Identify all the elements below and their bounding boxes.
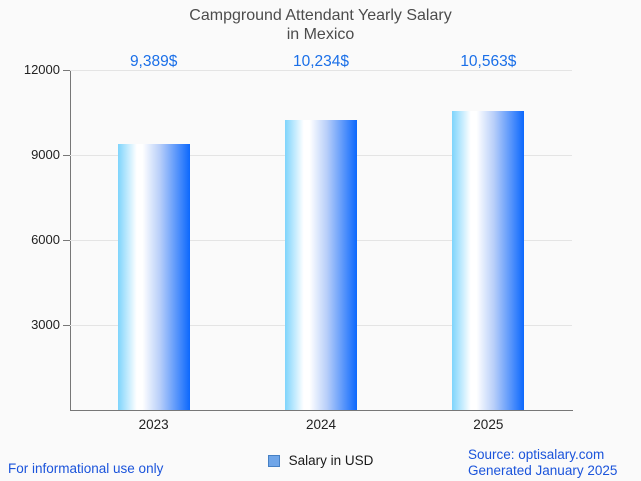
source-block: Source: optisalary.com Generated January… [468,447,617,479]
gridline [70,70,572,71]
y-axis-label: 6000 [31,232,60,247]
chart-title: Campground Attendant Yearly Salary in Me… [0,6,641,44]
bar-2024[interactable] [285,120,357,410]
y-axis-label: 9000 [31,147,60,162]
disclaimer-text: For informational use only [8,461,164,476]
generated-text: Generated January 2025 [468,463,618,478]
bar-2025[interactable] [452,110,525,410]
bar-value-label: 10,563$ [460,53,517,70]
legend: Salary in USD [0,453,641,468]
bar-2023[interactable] [117,143,190,410]
source-link[interactable]: Source: optisalary.com [468,447,605,462]
legend-swatch-icon[interactable] [267,454,280,467]
y-axis-label: 12000 [23,62,60,77]
bar-value-label: 10,234$ [292,53,350,70]
y-axis-label: 3000 [31,317,60,332]
x-axis-label: 2025 [473,417,504,432]
legend-label[interactable]: Salary in USD [288,453,374,468]
x-axis-line [70,410,573,411]
chart-title-line-2: in Mexico [286,26,355,43]
x-axis-label: 2023 [138,417,169,432]
y-axis-tick [63,155,70,156]
x-axis-label: 2024 [305,417,337,432]
bar-value-label: 9,389$ [129,53,178,70]
y-axis-tick [63,70,70,71]
chart-title-line-1: Campground Attendant Yearly Salary [189,7,452,24]
y-axis-tick [63,240,70,241]
y-axis-tick [63,325,70,326]
